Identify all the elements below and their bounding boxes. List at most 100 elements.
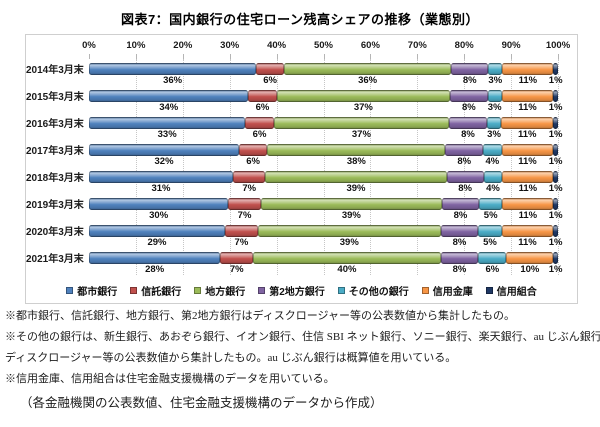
segment-value-label: 36% <box>358 75 378 86</box>
axis-tick-mark <box>417 54 419 59</box>
bar-segment-shinkin-bank <box>501 90 554 102</box>
legend-item-credit-union: 信用組合 <box>485 283 537 298</box>
bar-segment-city-bank <box>89 252 221 264</box>
bar-segment-regional-bank <box>276 90 451 102</box>
axis-tick-label: 10% <box>126 40 146 51</box>
bar-segment-second-regional-bank <box>441 198 480 210</box>
segment-value-label: 33% <box>157 129 177 140</box>
bar-segment-shinkin-bank <box>501 225 554 237</box>
segment-value-label: 32% <box>154 156 174 167</box>
segment-value-label: 36% <box>163 75 183 86</box>
footnotes: ※都市銀行、信託銀行、地方銀行、第2地方銀行はディスクロージャー等の公表数値から… <box>5 310 600 394</box>
segment-value-label: 7% <box>229 264 244 275</box>
bar-segment-shinkin-bank <box>506 252 554 264</box>
chart-title: 図表7：国内銀行の住宅ローン残高シェアの推移（業態別） <box>120 12 480 27</box>
bar-segment-credit-union <box>553 90 558 102</box>
bar-segment-credit-union <box>553 63 558 75</box>
stacked-bar <box>89 117 558 129</box>
bar-segment-other-bank <box>486 117 502 129</box>
stacked-bar <box>89 225 558 237</box>
segment-value-label: 11% <box>518 210 538 221</box>
axis-tick-mark <box>89 54 90 59</box>
segment-value-label: 31% <box>151 183 171 194</box>
row-plot: 31% 7% 39% 8% 4% 11% 1% <box>89 167 563 194</box>
bar-segment-shinkin-bank <box>502 63 554 75</box>
row-plot: 34% 6% 37% 8% 3% 11% 1% <box>89 86 563 113</box>
bar-segment-shinkin-bank <box>501 117 554 129</box>
legend-item-city-bank: 都市銀行 <box>66 283 117 298</box>
bar-row: 2016年3月末 33% 6% 37% 8% 3% 11% 1% <box>26 113 577 140</box>
bar-segment-second-regional-bank <box>450 90 488 102</box>
legend-marker-other-bank <box>337 287 345 294</box>
bar-row: 2019年3月末 30% 7% 39% 8% 5% 11% 1% <box>26 194 577 221</box>
segment-value-label: 39% <box>341 210 361 221</box>
segment-value-label: 10% <box>520 264 540 275</box>
bar-row: 2020年3月末 29% 7% 39% 8% 5% 11% 1% <box>26 221 577 248</box>
legend-marker-trust-bank <box>130 287 138 294</box>
segment-value-label: 11% <box>518 156 537 167</box>
legend-marker-city-bank <box>66 287 74 294</box>
category-label: 2020年3月末 <box>26 227 84 238</box>
value-labels: 32% 6% 38% 8% 4% 11% 1% <box>89 156 563 167</box>
bar-segment-second-regional-bank <box>449 117 487 129</box>
bar-segment-regional-bank <box>253 252 441 264</box>
segment-value-label: 8% <box>462 75 477 86</box>
bar-segment-other-bank <box>487 90 502 102</box>
axis-tick-label: 40% <box>267 40 287 51</box>
axis-tick-label: 0% <box>82 40 96 51</box>
axis-tick-mark <box>135 54 137 59</box>
bar-segment-trust-bank <box>225 225 258 237</box>
bar-segment-second-regional-bank <box>451 63 489 75</box>
bar-segment-city-bank <box>89 198 229 210</box>
bar-segment-second-regional-bank <box>446 171 484 183</box>
legend-item-shinkin-bank: 信用金庫 <box>421 283 473 298</box>
stacked-bar <box>89 144 558 156</box>
segment-value-label: 11% <box>518 102 537 113</box>
segment-value-label: 1% <box>548 129 563 140</box>
legend-label: 第2地方銀行 <box>269 287 325 298</box>
segment-value-label: 37% <box>351 129 371 140</box>
segment-value-label: 37% <box>353 102 373 113</box>
bar-row: 2015年3月末 34% 6% 37% 8% 3% 11% 1% <box>26 86 577 113</box>
category-label: 2017年3月末 <box>26 146 84 157</box>
bar-segment-other-bank <box>479 198 503 210</box>
axis-tick-label: 30% <box>220 40 240 51</box>
segment-value-label: 8% <box>458 183 472 194</box>
segment-value-label: 6% <box>255 102 270 113</box>
segment-value-label: 1% <box>548 156 563 167</box>
bar-segment-other-bank <box>478 225 502 237</box>
segment-value-label: 28% <box>145 264 165 275</box>
chart-rows: 2014年3月末 36% 6% 36% 8% 3% 11% 1% 2015年3月末 34% 6% 37… <box>26 59 577 275</box>
bar-segment-city-bank <box>89 225 225 237</box>
segment-value-label: 8% <box>457 156 472 167</box>
value-labels: 31% 7% 39% 8% 4% 11% 1% <box>89 183 562 194</box>
bar-segment-other-bank <box>488 63 503 75</box>
bar-segment-trust-bank <box>232 171 266 183</box>
bar-segment-credit-union <box>553 117 558 129</box>
segment-value-label: 7% <box>234 237 249 248</box>
bar-row: 2017年3月末 32% 6% 38% 8% 4% 11% 1% <box>26 140 577 167</box>
category-label: 2015年3月末 <box>26 92 84 103</box>
legend-label: 信用組合 <box>496 287 537 298</box>
segment-value-label: 8% <box>452 237 467 248</box>
segment-value-label: 39% <box>339 237 359 248</box>
legend-label: 信用金庫 <box>432 287 473 298</box>
bar-segment-credit-union <box>553 144 558 156</box>
bar-segment-other-bank <box>482 144 502 156</box>
legend: 都市銀行 信託銀行 地方銀行 第2地方銀行 その他の銀行 信用金庫 信用組合 <box>26 283 577 298</box>
axis-tick-mark <box>464 54 466 59</box>
stacked-bar <box>89 198 558 210</box>
bar-segment-trust-bank <box>248 90 277 102</box>
segment-value-label: 11% <box>518 75 538 86</box>
footnote-line: ディスクロージャー等の公表数値から集計したもの。au じぶん銀行は概算値を用いて… <box>5 352 457 364</box>
legend-label: 地方銀行 <box>205 287 246 298</box>
footnote-line: ※その他の銀行は、新生銀行、あおぞら銀行、イオン銀行、住信 SBI ネット銀行、… <box>5 331 600 343</box>
bar-segment-city-bank <box>89 63 257 75</box>
bar-row: 2021年3月末 28% 7% 40% 8% 6% 10% 1% <box>26 248 577 275</box>
bar-segment-credit-union <box>553 225 558 237</box>
segment-value-label: 1% <box>548 210 563 221</box>
bar-segment-second-regional-bank <box>440 225 479 237</box>
bar-segment-regional-bank <box>260 198 442 210</box>
bar-segment-regional-bank <box>265 171 447 183</box>
